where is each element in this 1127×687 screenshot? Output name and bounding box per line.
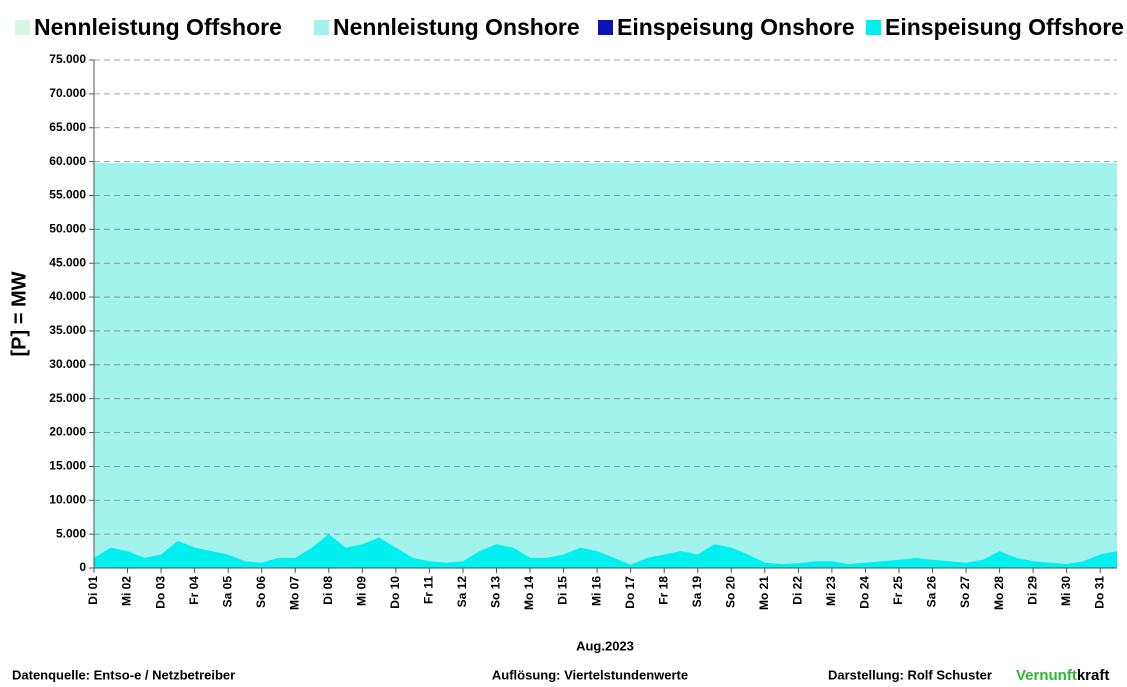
x-tick-label: Mi 23 bbox=[824, 576, 838, 606]
y-tick-label: 45.000 bbox=[49, 255, 86, 269]
y-axis-label: [P] = MW bbox=[8, 271, 30, 356]
legend-label: Nennleistung Offshore bbox=[34, 14, 282, 40]
x-tick-label: Do 10 bbox=[388, 576, 402, 609]
y-tick-label: 5.000 bbox=[56, 526, 86, 540]
x-tick-label: Fr 18 bbox=[656, 576, 670, 605]
footer-brand: Vernunftkraft bbox=[1016, 667, 1109, 684]
x-tick-label: Sa 26 bbox=[925, 576, 939, 608]
y-tick-label: 70.000 bbox=[49, 86, 86, 100]
legend-swatch bbox=[314, 20, 329, 35]
x-tick-label: Do 03 bbox=[153, 576, 167, 609]
x-tick-label: Di 15 bbox=[556, 576, 570, 605]
footer-source: Datenquelle: Entso-e / Netzbetreiber bbox=[12, 667, 235, 682]
brand-b: kraft bbox=[1077, 667, 1110, 684]
footer-author: Darstellung: Rolf Schuster bbox=[828, 667, 992, 682]
x-tick-label: Di 29 bbox=[1025, 576, 1039, 605]
legend-label: Einspeisung Offshore bbox=[885, 14, 1124, 40]
x-tick-label: Fr 11 bbox=[422, 576, 436, 604]
x-tick-label: So 27 bbox=[958, 576, 972, 608]
y-tick-label: 25.000 bbox=[49, 391, 86, 405]
x-tick-label: Mi 16 bbox=[589, 576, 603, 606]
x-tick-label: Di 22 bbox=[791, 576, 805, 605]
x-tick-label: So 13 bbox=[489, 576, 503, 608]
legend-label: Einspeisung Onshore bbox=[617, 14, 855, 40]
x-tick-label: Do 31 bbox=[1092, 576, 1106, 609]
x-tick-label: Fr 25 bbox=[891, 576, 905, 605]
y-tick-label: 50.000 bbox=[49, 222, 86, 236]
area bbox=[94, 534, 1117, 568]
legend-label: Nennleistung Onshore bbox=[333, 14, 580, 40]
x-tick-label: Sa 05 bbox=[220, 576, 234, 608]
x-tick-label: Sa 19 bbox=[690, 576, 704, 608]
x-tick-label: Mo 21 bbox=[757, 576, 771, 610]
x-axis-label: Aug.2023 bbox=[576, 638, 634, 653]
y-tick-label: 20.000 bbox=[49, 425, 86, 439]
y-tick-label: 10.000 bbox=[49, 492, 86, 506]
x-tick-label: Mi 30 bbox=[1059, 576, 1073, 606]
x-tick-label: Mi 02 bbox=[120, 576, 134, 606]
x-tick-label: Di 01 bbox=[86, 576, 100, 605]
brand-a: Vernunft bbox=[1016, 667, 1077, 684]
area bbox=[94, 162, 1117, 568]
x-tick-label: Fr 04 bbox=[187, 576, 201, 605]
x-tick-label: So 20 bbox=[723, 576, 737, 608]
y-tick-label: 15.000 bbox=[49, 459, 86, 473]
footer-resolution: Auflösung: Viertelstundenwerte bbox=[492, 667, 688, 682]
y-tick-label: 65.000 bbox=[49, 120, 86, 134]
y-tick-label: 30.000 bbox=[49, 357, 86, 371]
y-tick-label: 35.000 bbox=[49, 323, 86, 337]
y-tick-label: 75.000 bbox=[49, 52, 86, 66]
legend-swatch bbox=[866, 20, 881, 35]
y-tick-label: 0 bbox=[79, 560, 86, 574]
x-tick-label: Do 24 bbox=[858, 576, 872, 609]
x-tick-label: Mo 14 bbox=[522, 576, 536, 610]
legend-swatch bbox=[15, 20, 30, 35]
plot-area bbox=[94, 162, 1117, 568]
x-tick-label: Sa 12 bbox=[455, 576, 469, 608]
legend-swatch bbox=[598, 20, 613, 35]
y-tick-label: 60.000 bbox=[49, 154, 86, 168]
x-tick-label: Do 17 bbox=[623, 576, 637, 609]
x-tick-label: Mo 07 bbox=[287, 576, 301, 610]
y-tick-label: 40.000 bbox=[49, 289, 86, 303]
x-tick-label: Mi 09 bbox=[354, 576, 368, 606]
x-tick-label: So 06 bbox=[254, 576, 268, 608]
y-tick-label: 55.000 bbox=[49, 188, 86, 202]
x-tick-label: Di 08 bbox=[321, 576, 335, 605]
x-tick-label: Mo 28 bbox=[992, 576, 1006, 610]
